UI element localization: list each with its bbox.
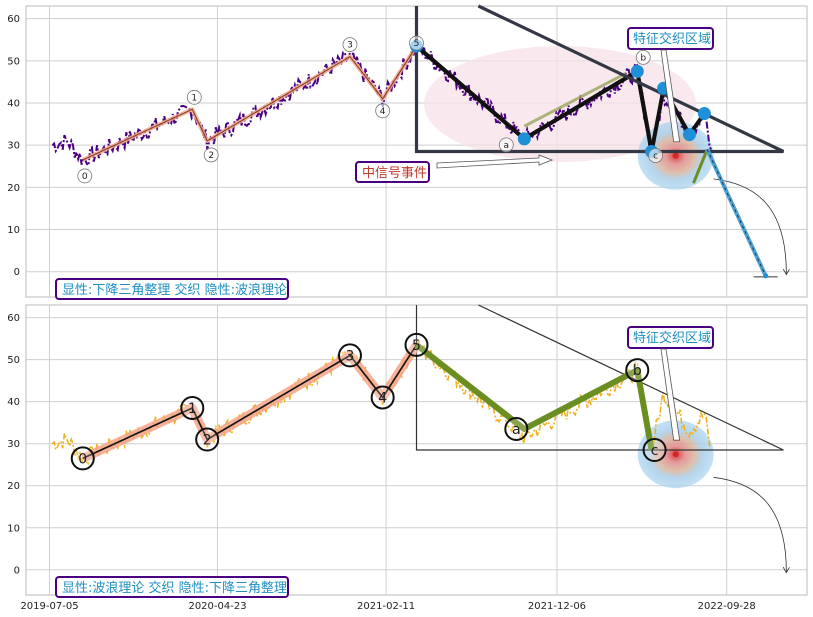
top-y-tick-labels: 0 10 20 30 40 50 60 xyxy=(7,14,20,278)
bottom-pattern-overlay: 0 12 3 4 5 a b c 特征交织区域 xyxy=(70,304,784,471)
signal-event-arrow xyxy=(436,154,554,169)
descending-triangle xyxy=(415,304,784,451)
projection-arrow xyxy=(713,178,787,274)
wave-label-ring xyxy=(77,168,93,184)
wave-label-ring xyxy=(404,332,429,357)
wave-label: 2 xyxy=(203,432,212,448)
feature-zone-label: 特征交织区域 xyxy=(633,330,711,346)
y-tick-label: 40 xyxy=(7,99,20,110)
y-tick-label: 40 xyxy=(7,397,20,408)
x-tick-label: 2020-04-23 xyxy=(188,601,246,612)
y-tick-label: 30 xyxy=(7,141,20,152)
wave-label: 1 xyxy=(188,401,197,417)
wave-label: 3 xyxy=(347,41,353,51)
y-tick-label: 0 xyxy=(14,565,20,576)
hotspot-center xyxy=(672,451,679,458)
y-tick-label: 10 xyxy=(7,523,20,534)
bottom-annotations xyxy=(637,420,787,572)
wave-label: 0 xyxy=(78,451,87,467)
y-tick-label: 50 xyxy=(7,56,20,67)
bottom-caption-text: 显性:波浪理论 交织 隐性:下降三角整理 xyxy=(62,580,287,596)
x-tick-label: 2022-09-28 xyxy=(698,601,756,612)
corrective-wave-line xyxy=(414,342,655,451)
wave-label: 5 xyxy=(412,338,421,354)
triangle-marker xyxy=(682,128,696,142)
triangle-marker xyxy=(517,132,531,146)
feature-zone-pointer xyxy=(660,49,681,143)
triangle-marker xyxy=(630,64,644,78)
triangle-marker xyxy=(697,107,711,121)
wave-label-ring xyxy=(642,438,667,462)
y-tick-label: 10 xyxy=(7,225,20,236)
bottom-price-line xyxy=(51,339,712,466)
wave-label: 5 xyxy=(414,39,420,49)
wave-label: 3 xyxy=(346,348,355,364)
top-caption-frame xyxy=(55,278,289,300)
bottom-caption-frame xyxy=(55,576,289,598)
y-tick-label: 0 xyxy=(14,267,20,278)
wave-label-ring xyxy=(504,416,529,441)
x-tick-label: 2019-07-05 xyxy=(20,601,78,612)
wave-label-ring xyxy=(203,147,219,163)
wave-label-ring xyxy=(370,385,395,410)
descending-triangle xyxy=(414,4,785,154)
wave-label: c xyxy=(651,443,659,459)
wave-label: 4 xyxy=(378,390,387,406)
wave-label-ring xyxy=(180,395,205,420)
bottom-caption-box: 显性:波浪理论 交织 隐性:下降三角整理 xyxy=(55,576,289,598)
x-tick-label: 2021-12-06 xyxy=(528,601,586,612)
projection-end-marker xyxy=(763,273,769,279)
y-tick-label: 30 xyxy=(7,439,20,450)
feature-zone-frame xyxy=(627,27,714,50)
wave-label-ring xyxy=(498,137,514,153)
bottom-y-tick-labels: 0 10 20 30 40 50 60 xyxy=(7,313,20,576)
wave-label-ring xyxy=(409,35,424,51)
y-tick-label: 50 xyxy=(7,355,20,366)
wave-label-ring xyxy=(342,37,358,53)
wave-label: c xyxy=(653,152,658,162)
y-tick-label: 20 xyxy=(7,481,20,492)
wave-label-ring xyxy=(648,148,664,163)
hotspot-center xyxy=(672,152,679,159)
signal-event-frame xyxy=(355,161,430,183)
y-tick-label: 60 xyxy=(7,313,20,324)
support-trend-line xyxy=(523,72,627,128)
top-caption-box: 显性:下降三角整理 交织 隐性:波浪理论 xyxy=(55,278,289,300)
feature-zone-frame xyxy=(627,326,714,349)
wave-label: a xyxy=(504,141,510,151)
bottom-panel: 0 10 20 30 40 50 60 0 12 3 4 5 a b c 特征交织区域 显性:波浪理论 交织… xyxy=(7,304,808,612)
wave-label: 2 xyxy=(208,151,214,161)
impulse-wave-line xyxy=(82,45,417,161)
x-tick-labels: 2019-07-05 2020-04-23 2021-02-11 2021-12-06… xyxy=(20,601,755,612)
feature-zone-pointer xyxy=(660,348,681,441)
wave-label: b xyxy=(633,363,642,379)
wave-label-ring xyxy=(375,103,391,119)
wave-label: 1 xyxy=(191,93,197,103)
wave-label: b xyxy=(640,53,646,63)
y-tick-label: 60 xyxy=(7,14,20,25)
wave-label-ring xyxy=(186,89,202,105)
signal-event-label: 中信号事件 xyxy=(362,166,427,181)
top-caption-text: 显性:下降三角整理 交织 隐性:波浪理论 xyxy=(62,282,287,298)
wave-label-ring xyxy=(195,427,220,452)
wave-label: 4 xyxy=(380,107,386,117)
projection-dashes xyxy=(706,149,767,277)
wave-label: a xyxy=(512,422,521,438)
projection-arrow xyxy=(713,476,787,572)
projection-start xyxy=(692,148,709,184)
feature-zone-label: 特征交织区域 xyxy=(633,31,711,47)
x-tick-label: 2021-02-11 xyxy=(357,601,415,612)
wave-label-ring xyxy=(337,343,362,368)
wave-label-ring xyxy=(635,49,651,65)
wave-label-ring xyxy=(625,358,650,383)
wave-label-ring xyxy=(70,446,95,471)
wave-label: 0 xyxy=(82,172,88,182)
y-tick-label: 20 xyxy=(7,183,20,194)
